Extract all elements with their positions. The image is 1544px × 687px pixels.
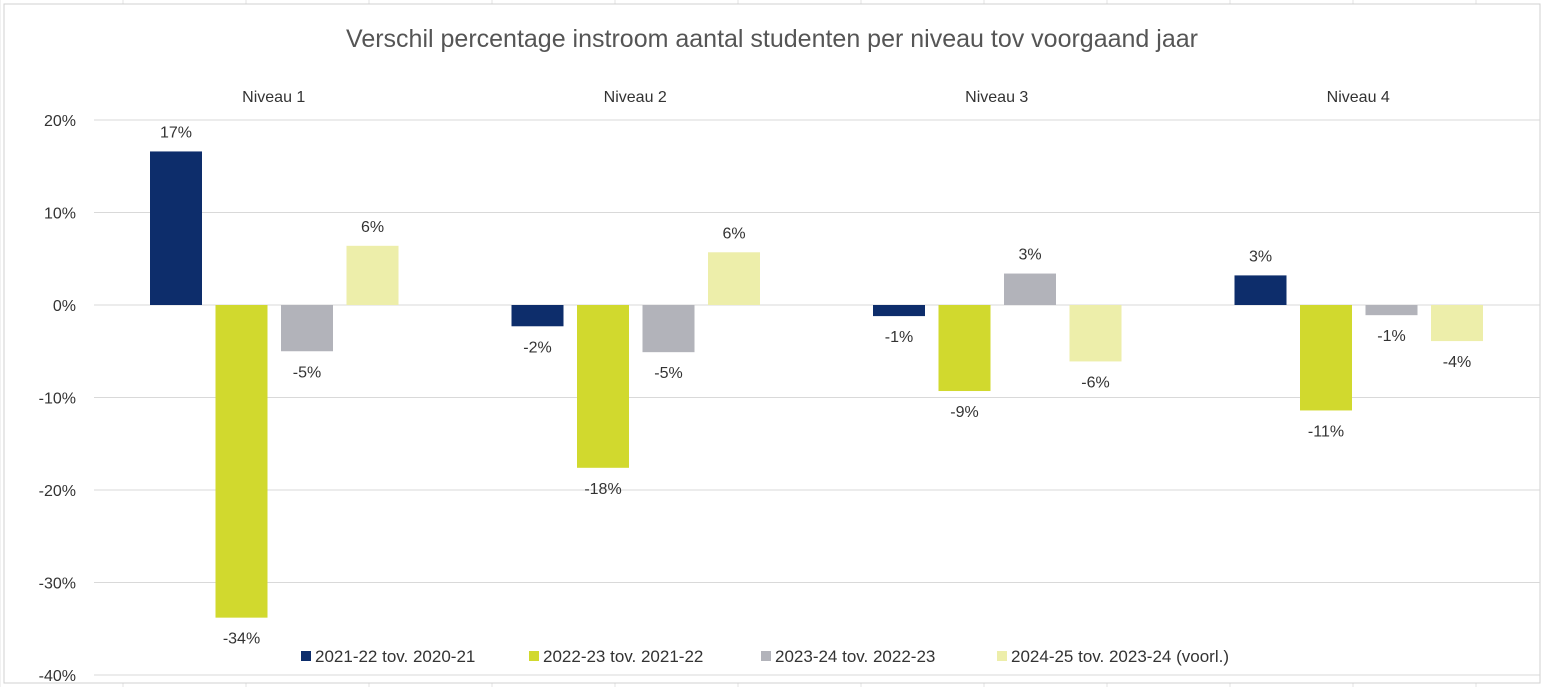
category-label: Niveau 1 bbox=[242, 89, 305, 106]
bar bbox=[281, 305, 333, 352]
bar bbox=[873, 305, 925, 317]
bar bbox=[346, 245, 399, 305]
gridlines bbox=[94, 119, 1540, 676]
legend-swatch bbox=[301, 651, 311, 661]
data-label: -5% bbox=[654, 365, 682, 382]
data-label: -4% bbox=[1443, 354, 1471, 371]
y-tick-label: -20% bbox=[39, 483, 76, 500]
y-tick-label: -40% bbox=[39, 668, 76, 685]
category-label: Niveau 3 bbox=[965, 89, 1028, 106]
bar bbox=[1300, 305, 1352, 411]
y-tick-label: 20% bbox=[44, 113, 76, 130]
y-tick-label: -30% bbox=[39, 576, 76, 593]
legend-entry: 2021-22 tov. 2020-21 bbox=[315, 647, 475, 666]
chart-title: Verschil percentage instroom aantal stud… bbox=[346, 25, 1198, 53]
legend-entry: 2024-25 tov. 2023-24 (voorl.) bbox=[1011, 647, 1229, 666]
data-label: 3% bbox=[1018, 247, 1041, 264]
bar bbox=[1365, 305, 1418, 316]
data-labels: 17% -2% -1% 3% -34% -18% -9% -11% -5% -5% 3% -1% 6% 6… bbox=[160, 124, 1471, 647]
bar bbox=[1069, 305, 1122, 362]
y-tick-label: 10% bbox=[44, 206, 76, 223]
bar bbox=[215, 305, 268, 618]
bar bbox=[1234, 275, 1287, 305]
legend-swatch bbox=[997, 651, 1007, 661]
data-label: 17% bbox=[160, 124, 192, 141]
data-label: -18% bbox=[584, 481, 621, 498]
bar bbox=[150, 151, 202, 305]
data-label: -2% bbox=[523, 339, 551, 356]
legend-swatch bbox=[761, 651, 771, 661]
data-label: -11% bbox=[1308, 423, 1344, 440]
legend-swatch bbox=[529, 651, 539, 661]
category-labels: Niveau 1 Niveau 2 Niveau 3 Niveau 4 bbox=[242, 89, 1390, 106]
bar bbox=[577, 305, 629, 468]
bar bbox=[511, 305, 564, 327]
y-tick-label: -10% bbox=[39, 391, 76, 408]
bars bbox=[150, 151, 1483, 618]
bar bbox=[938, 305, 991, 392]
bar bbox=[1004, 273, 1056, 305]
bar bbox=[708, 252, 760, 305]
y-axis-tick-labels: 20% 10% 0% -10% -20% -30% -40% bbox=[39, 113, 76, 685]
bar bbox=[642, 305, 695, 353]
data-label: -5% bbox=[293, 364, 321, 381]
data-label: 6% bbox=[361, 219, 384, 236]
data-label: -34% bbox=[223, 631, 260, 648]
y-tick-label: 0% bbox=[53, 298, 76, 315]
data-label: -6% bbox=[1081, 374, 1109, 391]
category-label: Niveau 4 bbox=[1327, 89, 1390, 106]
data-label: 3% bbox=[1249, 248, 1272, 265]
bar bbox=[1431, 305, 1483, 342]
data-label: -1% bbox=[885, 329, 913, 346]
legend-entry: 2023-24 tov. 2022-23 bbox=[775, 647, 935, 666]
data-label: -1% bbox=[1377, 328, 1405, 345]
data-label: -9% bbox=[950, 404, 978, 421]
data-label: 6% bbox=[722, 225, 745, 242]
legend-entry: 2022-23 tov. 2021-22 bbox=[543, 647, 703, 666]
category-label: Niveau 2 bbox=[604, 89, 667, 106]
legend: 2021-22 tov. 2020-21 2022-23 tov. 2021-22… bbox=[301, 647, 1229, 666]
